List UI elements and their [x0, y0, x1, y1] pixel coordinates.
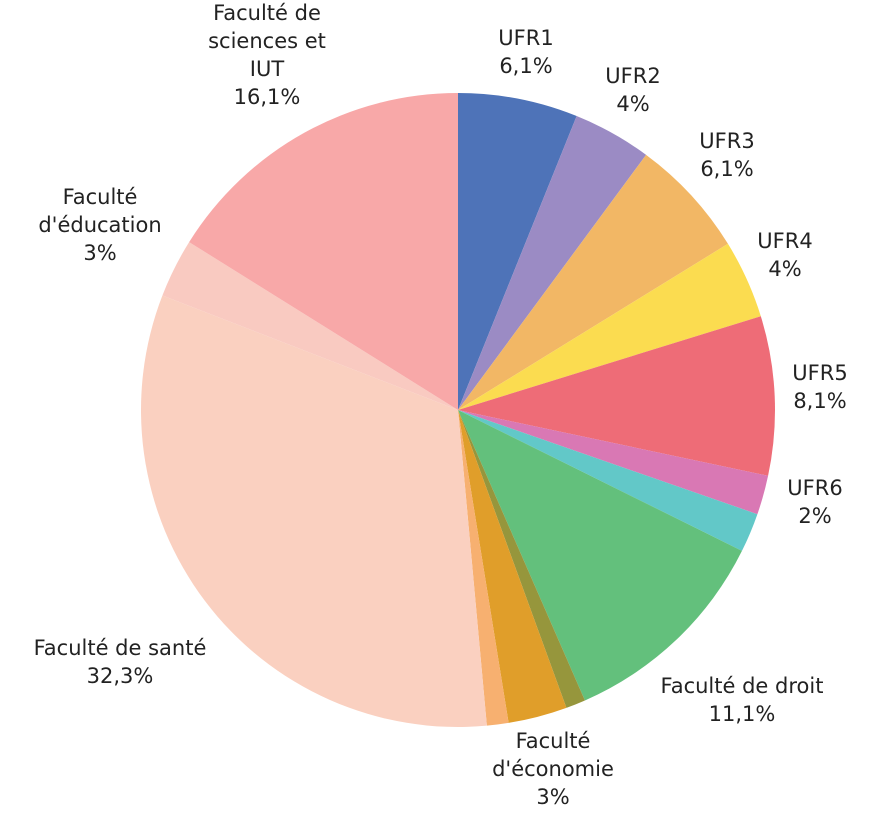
pie-slice [189, 93, 458, 410]
value-label: 6,1% [700, 157, 753, 181]
label-line: UFR1 [498, 26, 553, 50]
slice-label: Faculté de sciences et IUT [208, 1, 326, 81]
pie-slice [162, 242, 459, 410]
pie-slice [458, 316, 775, 476]
label-line: Faculté [63, 185, 138, 209]
label-line: d'économie [492, 757, 614, 781]
value-label: 32,3% [87, 664, 154, 688]
label-line: Faculté [516, 729, 591, 753]
label-line: Faculté de santé [34, 636, 207, 660]
pie-slice [458, 116, 647, 411]
slice-label: UFR6 [787, 476, 842, 500]
label-line: UFR6 [787, 476, 842, 500]
label-line: Faculté de droit [661, 674, 824, 698]
pie-slice [458, 410, 758, 551]
slice-label: Faculté de santé [34, 636, 207, 660]
pie-slice [458, 93, 577, 410]
pie-slice [458, 410, 769, 515]
value-label: 16,1% [234, 85, 301, 109]
pie-slice [458, 243, 761, 410]
value-label: 3% [83, 241, 116, 265]
label-line: sciences et [208, 29, 326, 53]
pie-slice [140, 295, 487, 727]
value-label: 11,1% [709, 702, 776, 726]
pie-slice [458, 410, 509, 726]
slice-label: UFR3 [699, 129, 754, 153]
slice-label: Faculté d'éducation [38, 185, 161, 237]
slice-label: UFR1 [498, 26, 553, 50]
slice-label: UFR5 [792, 361, 847, 385]
slice-label: Faculté de droit [661, 674, 824, 698]
label-line: UFR3 [699, 129, 754, 153]
value-label: 2% [798, 504, 831, 528]
slice-label: UFR2 [605, 64, 660, 88]
value-label: 3% [536, 785, 569, 809]
label-line: UFR2 [605, 64, 660, 88]
pie-slice [458, 410, 742, 701]
value-label: 8,1% [793, 389, 846, 413]
slice-label: UFR4 [757, 229, 812, 253]
pie-slice [458, 410, 585, 708]
label-line: IUT [250, 57, 285, 81]
label-line: UFR5 [792, 361, 847, 385]
label-line: UFR4 [757, 229, 812, 253]
label-line: d'éducation [38, 213, 161, 237]
pie-slice [458, 154, 728, 410]
pie-slice [458, 410, 567, 723]
slice-label: Faculté d'économie [492, 729, 614, 781]
value-label: 4% [768, 257, 801, 281]
label-line: Faculté de [213, 1, 321, 25]
value-label: 4% [616, 92, 649, 116]
value-label: 6,1% [499, 54, 552, 78]
